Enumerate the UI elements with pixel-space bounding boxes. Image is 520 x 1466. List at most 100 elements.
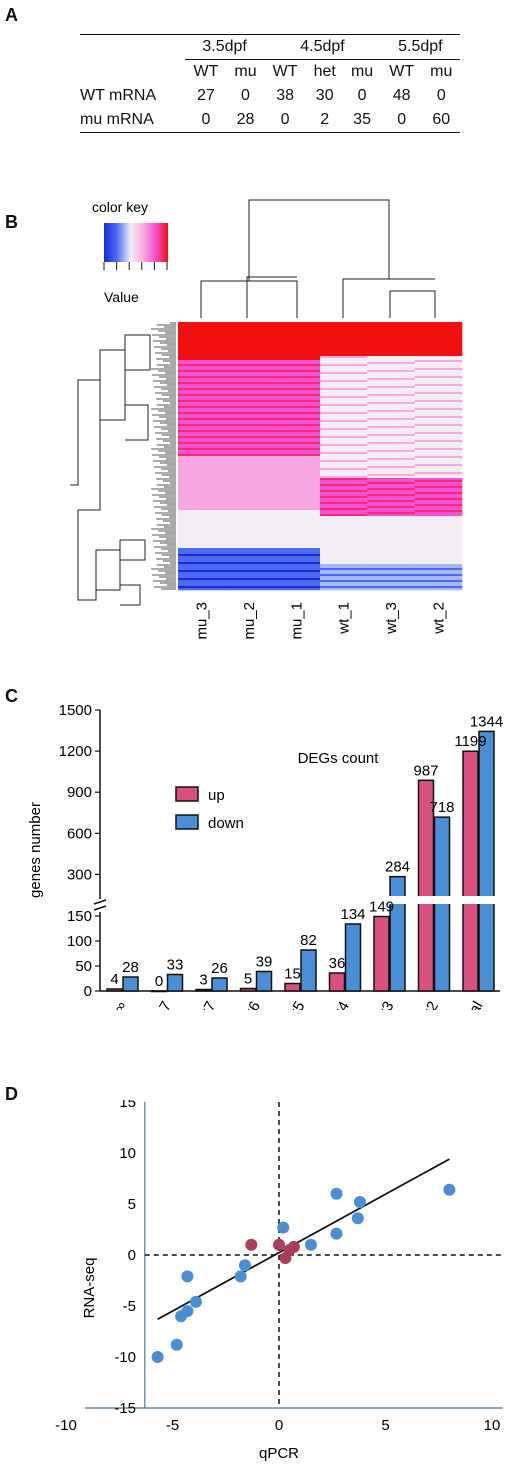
heatmap-cell (414, 324, 463, 327)
heatmap-cell (225, 562, 273, 565)
heatmap-cell (320, 352, 368, 355)
heatmap-cell (178, 518, 226, 521)
heatmap-cell (225, 366, 273, 369)
heatmap-cell (225, 336, 273, 339)
genotype-header: WT (389, 63, 415, 80)
heatmap-cell (225, 334, 273, 337)
heatmap-cell (320, 402, 368, 405)
heatmap-cell (320, 468, 368, 471)
sample-label: wt_2 (430, 602, 447, 635)
heatmap-cell (178, 334, 226, 337)
heatmap-cell (178, 574, 226, 577)
heatmap-cell (367, 532, 415, 535)
data-point (443, 1183, 456, 1196)
heatmap-cell (225, 568, 273, 571)
heatmap-cell (225, 474, 273, 477)
heatmap-cell (414, 564, 463, 567)
heatmap-cell (320, 328, 368, 331)
heatmap-cell (320, 366, 368, 369)
heatmap-cell (367, 404, 415, 407)
heatmap-cell (225, 486, 273, 489)
heatmap-cell (320, 476, 368, 479)
heatmap-cell (320, 370, 368, 373)
y-tick-label: -10 (114, 1349, 136, 1366)
heatmap-cell (225, 530, 273, 533)
heatmap-cell (272, 328, 321, 331)
heatmap-cell (225, 454, 273, 457)
heatmap-cell (414, 332, 463, 335)
heatmap-cell (272, 454, 321, 457)
heatmap-cell (178, 374, 226, 377)
table-cell: 35 (353, 111, 371, 128)
heatmap-cell (272, 518, 321, 521)
heatmap-cell (367, 498, 415, 501)
heatmap-cell (225, 478, 273, 481)
heatmap-cell (320, 372, 368, 375)
heatmap-cell (178, 422, 226, 425)
heatmap-cell (414, 578, 463, 581)
heatmap-cell (272, 452, 321, 455)
heatmap-cell (367, 446, 415, 449)
heatmap-cell (225, 376, 273, 379)
heatmap-cell (367, 562, 415, 565)
heatmap-cell (367, 470, 415, 473)
heatmap-cell (272, 366, 321, 369)
heatmap-cell (320, 518, 368, 521)
heatmap-cell (414, 524, 463, 527)
heatmap-cell (414, 520, 463, 523)
heatmap-cell (414, 322, 463, 325)
heatmap-cell (414, 402, 463, 405)
heatmap-cell (178, 580, 226, 583)
heatmap-cell (225, 464, 273, 467)
heatmap-cell (225, 480, 273, 483)
heatmap-cell (225, 424, 273, 427)
heatmap-cell (414, 376, 463, 379)
heatmap-cell (178, 420, 226, 423)
heatmap-cell (272, 336, 321, 339)
data-label: 284 (385, 859, 410, 876)
data-label: 4 (110, 971, 118, 988)
heatmap-cell (225, 378, 273, 381)
heatmap-cell (178, 356, 226, 359)
heatmap-cell (225, 386, 273, 389)
heatmap-cell (225, 382, 273, 385)
heatmap-cell (320, 412, 368, 415)
heatmap-cell (367, 538, 415, 541)
heatmap-cell (414, 574, 463, 577)
heatmap-cell (414, 544, 463, 547)
heatmap-cell (225, 546, 273, 549)
heatmap-cell (178, 332, 226, 335)
y-tick-label: -15 (114, 1400, 136, 1417)
heatmap-cell (367, 400, 415, 403)
heatmap-cell (272, 562, 321, 565)
heatmap-cell (414, 484, 463, 487)
heatmap-cell (178, 588, 226, 591)
heatmap-cell (178, 562, 226, 565)
data-point (170, 1338, 183, 1351)
heatmap-cell (414, 370, 463, 373)
heatmap-cell (367, 506, 415, 509)
heatmap-cell (320, 382, 368, 385)
heatmap-cell (225, 380, 273, 383)
heatmap-cell (367, 514, 415, 517)
data-label: 39 (256, 954, 273, 971)
heatmap-cell (178, 550, 226, 553)
heatmap-cell (367, 426, 415, 429)
heatmap-cell (225, 352, 273, 355)
column-dendrogram (200, 199, 436, 318)
heatmap-cell (414, 512, 463, 515)
heatmap-cell (272, 414, 321, 417)
heatmap-cell (272, 462, 321, 465)
heatmap-cell (272, 350, 321, 353)
heatmap-cell (225, 402, 273, 405)
heatmap-cell (320, 514, 368, 517)
heatmap-cell (178, 376, 226, 379)
heatmap-cell (225, 412, 273, 415)
heatmap-cell (272, 446, 321, 449)
heatmap-cell (367, 430, 415, 433)
heatmap-cell (178, 446, 226, 449)
heatmap-cell (367, 428, 415, 431)
heatmap-cell (272, 378, 321, 381)
heatmap-cell (178, 558, 226, 561)
heatmap-cell (272, 364, 321, 367)
